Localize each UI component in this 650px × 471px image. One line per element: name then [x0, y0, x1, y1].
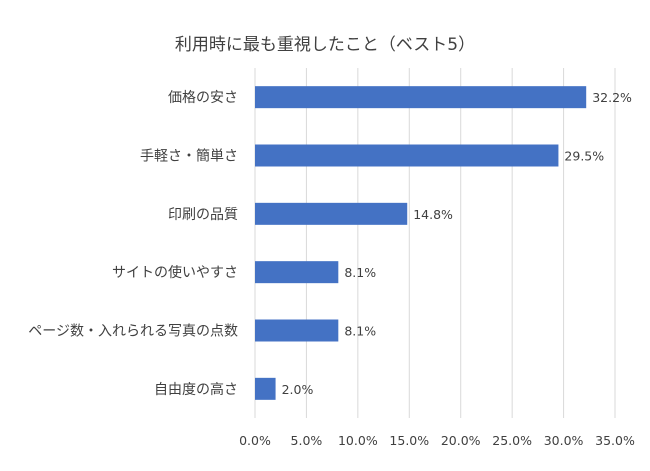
category-label: 印刷の品質	[168, 207, 238, 223]
x-tick-label: 0.0%	[239, 433, 271, 448]
data-label: 32.2%	[592, 90, 632, 105]
bar	[255, 261, 339, 284]
category-label: サイトの使いやすさ	[112, 264, 238, 281]
x-tick-label: 25.0%	[492, 433, 532, 448]
bar	[255, 319, 339, 342]
x-tick-label: 10.0%	[338, 433, 378, 448]
data-label: 8.1%	[344, 324, 376, 339]
data-labels: 32.2% 29.5% 14.8% 8.1% 8.1% 2.0%	[282, 90, 632, 397]
x-tick-label: 5.0%	[291, 433, 323, 448]
category-label: ページ数・入れられる写真の点数	[28, 324, 238, 340]
bars	[255, 86, 587, 400]
data-label: 2.0%	[282, 382, 314, 397]
chart-title: 利用時に最も重視したこと（ベスト5）	[174, 35, 476, 55]
x-tick-label: 20.0%	[441, 433, 481, 448]
x-tick-label: 35.0%	[595, 433, 635, 448]
data-label: 29.5%	[564, 149, 604, 164]
bar	[255, 144, 559, 167]
category-label: 自由度の高さ	[154, 381, 238, 398]
x-axis-ticks: 0.0% 5.0% 10.0% 15.0% 20.0% 25.0% 30.0% 35.0%	[239, 433, 635, 448]
bar	[255, 202, 408, 225]
x-tick-label: 30.0%	[544, 433, 584, 448]
category-labels: 価格の安さ手軽さ・簡単さ印刷の品質サイトの使いやすさページ数・入れられる写真の点…	[28, 90, 238, 398]
x-tick-label: 15.0%	[389, 433, 429, 448]
category-label: 価格の安さ	[168, 90, 238, 106]
bar	[255, 377, 276, 400]
data-label: 8.1%	[344, 265, 376, 280]
gridlines	[254, 68, 616, 418]
bar	[255, 86, 587, 109]
data-label: 14.8%	[413, 207, 453, 222]
category-label: 手軽さ・簡単さ	[140, 149, 238, 165]
